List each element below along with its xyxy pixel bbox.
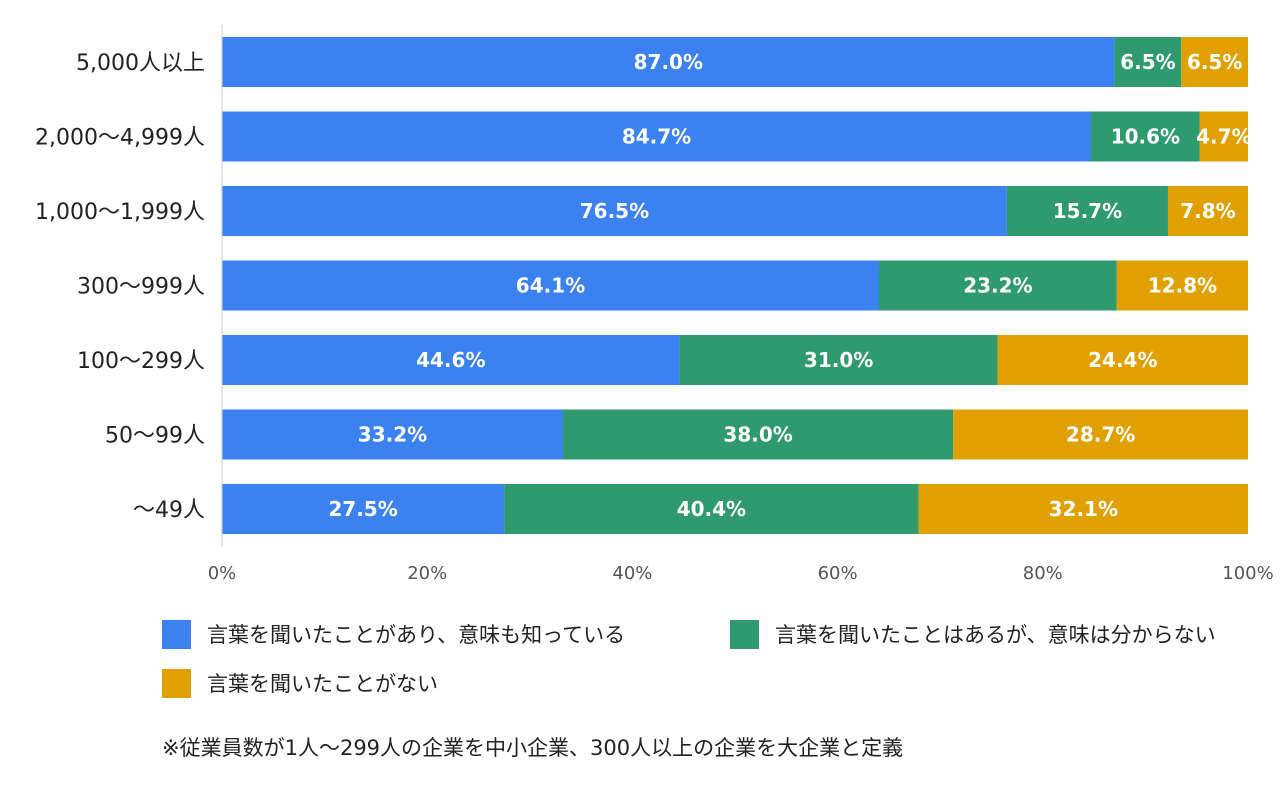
bar-segment bbox=[222, 186, 1007, 236]
bar-segment bbox=[1181, 37, 1248, 87]
data-label: 28.7% bbox=[1066, 423, 1135, 447]
data-label: 7.8% bbox=[1180, 199, 1235, 223]
data-label: 87.0% bbox=[634, 50, 703, 74]
x-tick-label: 20% bbox=[407, 563, 447, 584]
legend-swatch bbox=[162, 668, 191, 698]
data-label: 84.7% bbox=[622, 125, 691, 149]
legend-label: 言葉を聞いたことはあるが、意味は分からない bbox=[775, 623, 1216, 647]
x-tick-label: 100% bbox=[1222, 563, 1273, 584]
bar-segment bbox=[879, 260, 1117, 311]
legend-item-never-heard: 言葉を聞いたことがない bbox=[162, 668, 438, 698]
data-label: 27.5% bbox=[328, 497, 397, 521]
data-label: 12.8% bbox=[1148, 274, 1217, 298]
bar-segment bbox=[1167, 186, 1248, 236]
category-label: 1,000〜1,999人 bbox=[35, 200, 205, 225]
bar-segment bbox=[1199, 111, 1248, 162]
data-label: 64.1% bbox=[516, 274, 585, 298]
bar-segment bbox=[222, 484, 505, 534]
x-tick-label: 60% bbox=[818, 563, 858, 584]
data-label: 6.5% bbox=[1187, 50, 1242, 74]
bar-segment bbox=[1116, 260, 1248, 311]
x-tick-label: 40% bbox=[612, 563, 652, 584]
data-label: 31.0% bbox=[804, 348, 873, 372]
bar-segment bbox=[997, 335, 1248, 385]
data-label: 32.1% bbox=[1049, 497, 1118, 521]
category-label: 100〜299人 bbox=[77, 349, 205, 374]
data-label: 44.6% bbox=[416, 348, 485, 372]
data-label: 40.4% bbox=[677, 497, 746, 521]
bar-segment bbox=[953, 409, 1248, 460]
bar-segment bbox=[679, 335, 998, 385]
x-tick-label: 80% bbox=[1023, 563, 1063, 584]
legend-item-heard-only: 言葉を聞いたことはあるが、意味は分からない bbox=[730, 619, 1216, 649]
category-label: 50〜99人 bbox=[105, 424, 205, 449]
category-label: 300〜999人 bbox=[77, 275, 205, 300]
legend-item-known: 言葉を聞いたことがあり、意味も知っている bbox=[162, 619, 625, 649]
data-label: 10.6% bbox=[1111, 125, 1180, 149]
legend-label: 言葉を聞いたことがない bbox=[207, 672, 438, 696]
data-label: 6.5% bbox=[1120, 50, 1175, 74]
stacked-bar-chart: 5,000人以上 87.0% 6.5% 6.5% 2,000〜4,999人 84.7% 10… bbox=[35, 25, 1274, 584]
data-label: 15.7% bbox=[1053, 199, 1122, 223]
footnote: ※従業員数が1人〜299人の企業を中小企業、300人以上の企業を大企業と定義 bbox=[162, 736, 904, 760]
bar-segment bbox=[918, 484, 1248, 534]
legend-swatch bbox=[730, 619, 759, 649]
data-label: 23.2% bbox=[963, 274, 1032, 298]
data-label: 76.5% bbox=[580, 199, 649, 223]
bar-segment bbox=[1006, 186, 1168, 236]
data-label: 4.7% bbox=[1196, 125, 1251, 149]
bar-segment bbox=[1091, 111, 1200, 162]
legend-swatch bbox=[162, 619, 191, 649]
bar-segment bbox=[562, 409, 954, 460]
bar-segment bbox=[222, 409, 563, 460]
bar-segment bbox=[504, 484, 919, 534]
bar-segment bbox=[1114, 37, 1182, 87]
category-label: 2,000〜4,999人 bbox=[35, 126, 205, 151]
bar-segment bbox=[222, 37, 1115, 87]
bar-segment bbox=[222, 260, 880, 311]
data-label: 33.2% bbox=[358, 423, 427, 447]
legend-label: 言葉を聞いたことがあり、意味も知っている bbox=[207, 623, 626, 647]
x-tick-label: 0% bbox=[208, 563, 237, 584]
category-label: 5,000人以上 bbox=[76, 51, 205, 76]
category-label: 〜49人 bbox=[133, 498, 205, 523]
data-label: 38.0% bbox=[723, 423, 792, 447]
data-label: 24.4% bbox=[1088, 348, 1157, 372]
bar-segment bbox=[222, 335, 680, 385]
bar-segment bbox=[222, 111, 1092, 162]
